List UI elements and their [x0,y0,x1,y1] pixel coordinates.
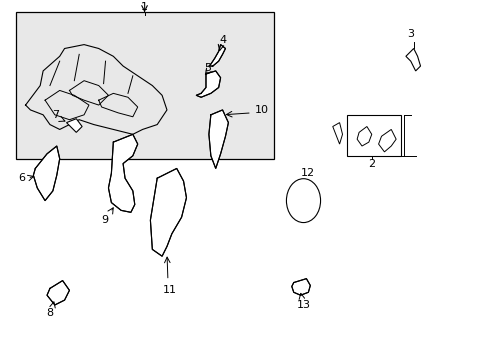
Polygon shape [66,119,82,132]
Text: 5: 5 [203,63,210,73]
Text: 11: 11 [163,285,177,296]
Bar [16,12,274,159]
Text: 9: 9 [101,215,108,225]
Text: 2: 2 [367,159,375,169]
Polygon shape [208,45,225,66]
Polygon shape [356,126,371,146]
Polygon shape [405,49,420,71]
Polygon shape [196,71,220,97]
Polygon shape [47,280,69,305]
Polygon shape [378,130,395,152]
Polygon shape [208,110,228,168]
Text: 3: 3 [407,29,413,39]
Text: 4: 4 [219,35,225,45]
Text: 13: 13 [296,300,310,310]
Ellipse shape [286,179,320,222]
Text: 12: 12 [301,168,315,178]
Polygon shape [291,279,310,295]
Polygon shape [108,134,138,212]
Polygon shape [332,123,342,144]
Bar [346,115,400,156]
Text: 7: 7 [53,110,60,120]
Polygon shape [33,146,60,201]
Text: 1: 1 [141,3,148,12]
Text: 8: 8 [46,308,53,318]
Text: 10: 10 [254,105,268,115]
Polygon shape [150,168,186,256]
Text: 6: 6 [19,173,25,183]
